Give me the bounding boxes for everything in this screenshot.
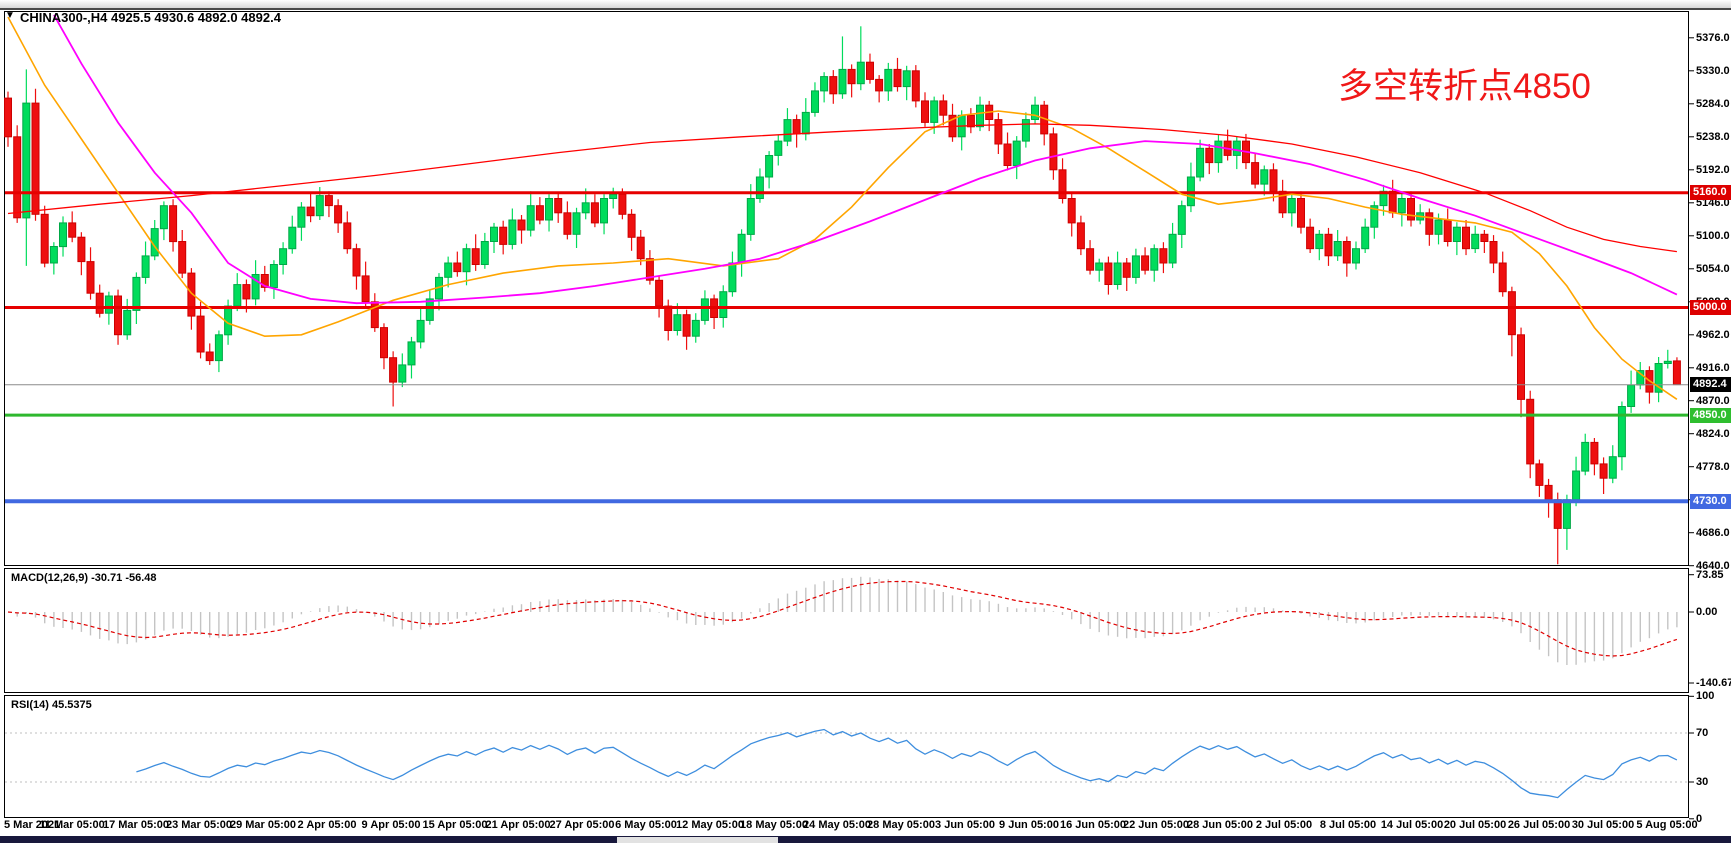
- date-label: 3 Jun 05:00: [935, 819, 995, 831]
- date-label: 29 Mar 05:00: [229, 819, 297, 831]
- date-label: 11 Mar 05:00: [39, 819, 105, 831]
- chart-title-ohlc: 4925.5 4930.6 4892.0 4892.4: [111, 10, 281, 25]
- date-label: 5 Mar 2021: [4, 819, 61, 831]
- date-label: 17 Mar 05:00: [102, 819, 170, 831]
- date-label: 8 Jul 05:00: [1319, 819, 1377, 831]
- chart-title-symbol: CHINA300-,H4: [20, 10, 108, 25]
- price-tick-label: 5330.0: [1696, 64, 1730, 77]
- date-label: 12 May 05:00: [676, 819, 744, 831]
- price-tick-label: 4962.0: [1696, 328, 1730, 341]
- date-label: 28 May 05:00: [867, 819, 935, 831]
- candles-layer[interactable]: [4, 26, 1681, 565]
- ma-slow-red: [7, 123, 1677, 253]
- date-label: 2 Jul 05:00: [1255, 819, 1313, 831]
- macd-indicator-label: MACD(12,26,9) -30.71 -56.48: [11, 572, 157, 584]
- rsi-line: [136, 728, 1678, 799]
- price-badge: 5160.0: [1690, 185, 1731, 201]
- date-label: 15 Apr 05:00: [422, 819, 488, 831]
- date-label: 27 Apr 05:00: [549, 819, 615, 831]
- ma-fast-orange: [7, 16, 1678, 400]
- rsi-tick-label: 0: [1696, 812, 1703, 825]
- price-tick-label: 5376.0: [1696, 31, 1730, 44]
- date-label: 21 Apr 05:00: [485, 819, 551, 831]
- price-tick-label: 4916.0: [1696, 361, 1730, 374]
- macd-histogram: [16, 576, 1678, 665]
- date-label: 9 Apr 05:00: [361, 819, 421, 831]
- date-label: 5 Aug 05:00: [1636, 819, 1698, 831]
- macd-tick-label: -140.67: [1696, 677, 1731, 690]
- price-tick-label: 5054.0: [1696, 262, 1730, 275]
- rsi-tick-label: 30: [1696, 776, 1709, 788]
- horizontal-scrollbar[interactable]: [0, 836, 1731, 843]
- price-badge: 5000.0: [1690, 300, 1731, 315]
- date-label: 9 Jun 05:00: [999, 819, 1059, 831]
- price-badge: 4850.0: [1690, 407, 1731, 423]
- rsi-indicator-panel[interactable]: [4, 695, 1689, 818]
- price-tick-label: 4686.0: [1696, 526, 1730, 539]
- date-label: 26 Jul 05:00: [1507, 819, 1571, 831]
- price-tick-label: 4870.0: [1696, 394, 1730, 407]
- date-label: 18 May 05:00: [740, 819, 808, 831]
- price-badge: 4730.0: [1690, 493, 1731, 509]
- macd-indicator-panel[interactable]: [4, 568, 1689, 693]
- price-badge: 4892.4: [1690, 377, 1731, 393]
- price-tick-label: 5238.0: [1696, 130, 1730, 143]
- rsi-tick-label: 100: [1696, 690, 1715, 703]
- price-tick-label: 4778.0: [1696, 460, 1730, 473]
- price-tick-label: 4824.0: [1696, 427, 1730, 440]
- date-label: 16 Jun 05:00: [1059, 819, 1127, 831]
- annotation-text[interactable]: 多空转折点4850: [1338, 67, 1591, 106]
- price-tick-label: 5100.0: [1696, 229, 1730, 242]
- date-label: 20 Jul 05:00: [1443, 819, 1507, 831]
- price-tick-label: 5284.0: [1696, 97, 1730, 110]
- date-label: 28 Jun 05:00: [1186, 819, 1254, 831]
- date-label: 6 May 05:00: [615, 819, 677, 831]
- chart-title: CHINA300-,H4 4925.5 4930.6 4892.0 4892.4: [20, 10, 281, 25]
- price-tick-label: 5192.0: [1696, 163, 1730, 176]
- macd-tick-label: 0.00: [1696, 606, 1718, 618]
- price-chart-area[interactable]: [4, 11, 1689, 566]
- date-label: 2 Apr 05:00: [297, 819, 357, 831]
- date-label: 22 Jun 05:00: [1122, 819, 1190, 831]
- date-label: 30 Jul 05:00: [1571, 819, 1635, 831]
- macd-signal-line: [7, 580, 1678, 657]
- symbol-dropdown-arrow-icon[interactable]: ▼: [5, 10, 15, 21]
- date-label: 23 Mar 05:00: [165, 819, 233, 831]
- price-tick-label: 4640.0: [1696, 559, 1730, 572]
- date-label: 14 Jul 05:00: [1380, 819, 1444, 831]
- rsi-tick-label: 70: [1696, 727, 1709, 739]
- scrollbar-thumb[interactable]: [617, 836, 778, 843]
- window-top-edge: [0, 0, 1731, 10]
- rsi-indicator-label: RSI(14) 45.5375: [11, 699, 92, 711]
- macd-tick-label: 73.85: [1696, 568, 1724, 581]
- ma-mid-magenta: [53, 14, 1678, 305]
- date-label: 24 May 05:00: [803, 819, 871, 831]
